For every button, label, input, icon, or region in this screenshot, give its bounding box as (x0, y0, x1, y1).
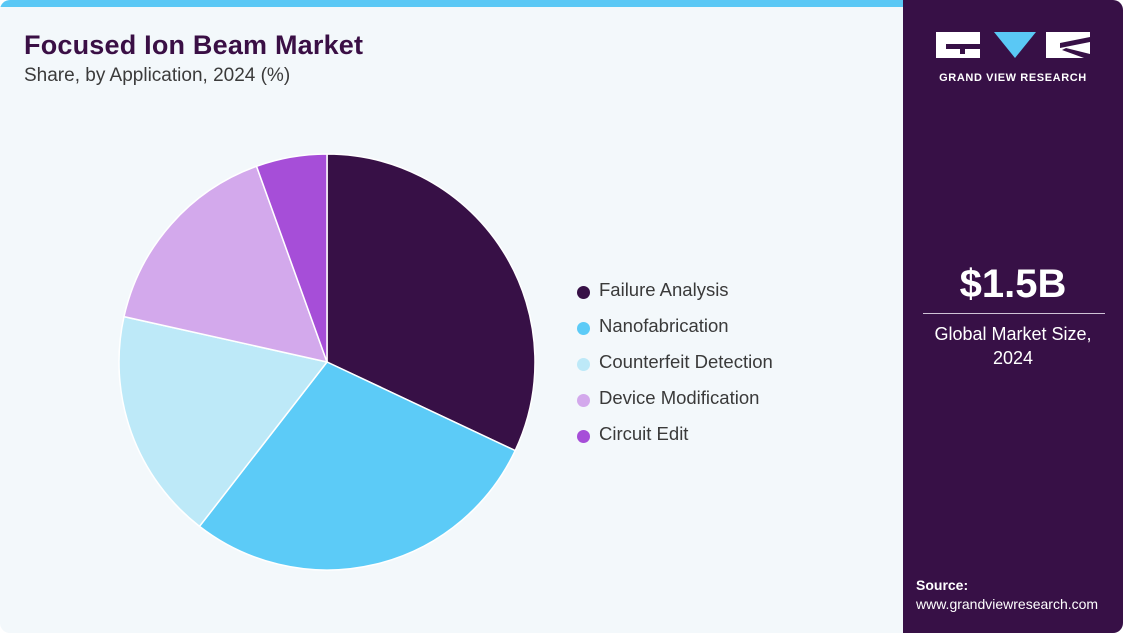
logo-text: GRAND VIEW RESEARCH (939, 72, 1087, 84)
legend-label: Failure Analysis (599, 279, 729, 300)
caption-line-2: 2024 (992, 348, 1034, 368)
logo-mark-icon (936, 32, 1090, 58)
legend-label: Circuit Edit (599, 423, 689, 444)
sidebar-panel: GRAND VIEW RESEARCH $1.5B Global Market … (903, 0, 1123, 633)
legend-dot (577, 430, 590, 443)
source-label: Source: (916, 577, 969, 593)
legend-dot (577, 286, 590, 299)
pie-slice-circuit-edit (255, 153, 328, 363)
legend-label: Nanofabrication (599, 315, 729, 336)
source-url[interactable]: www.grandviewresearch.com (916, 596, 1099, 612)
top-accent-bar (0, 0, 903, 7)
pie-chart (118, 153, 536, 571)
grand-view-research-logo: GRAND VIEW RESEARCH (936, 32, 1090, 84)
legend-label: Counterfeit Detection (599, 351, 773, 372)
pie-slice-counterfeit-detection (118, 315, 329, 528)
pie-slice-device-modification (123, 165, 329, 364)
pie-slice-nanofabrication (198, 361, 517, 571)
caption-line-1: Global Market Size, (934, 324, 1092, 344)
legend-label: Device Modification (599, 387, 760, 408)
legend-dot (577, 358, 590, 371)
market-size-value: $1.5B (959, 262, 1067, 306)
divider (923, 313, 1105, 314)
market-size-caption: Global Market Size, 2024 (903, 322, 1123, 370)
legend-dot (577, 394, 590, 407)
chart-title: Focused Ion Beam Market (24, 30, 364, 60)
legend-dot (577, 322, 590, 335)
chart-subtitle: Share, by Application, 2024 (%) (24, 65, 291, 86)
pie-slice-failure-analysis (326, 153, 536, 452)
